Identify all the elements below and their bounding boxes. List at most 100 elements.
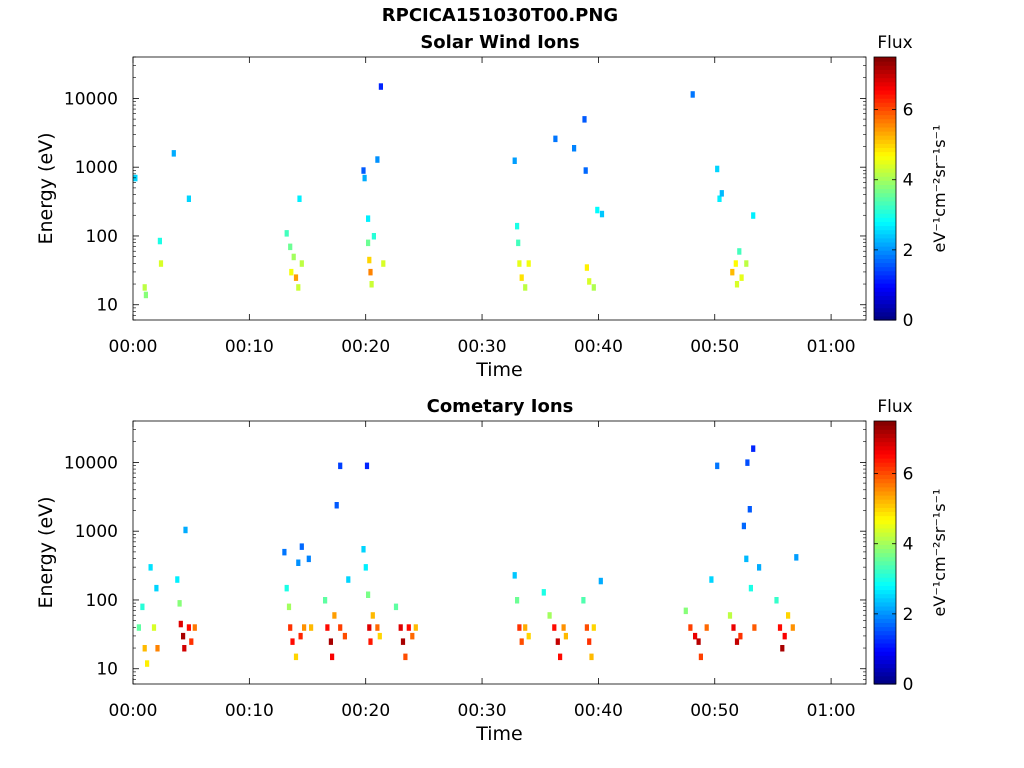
colorbar-segment <box>874 299 896 305</box>
heatmap-cell <box>142 284 147 291</box>
colorbar-segment <box>874 622 896 628</box>
heatmap-cell <box>364 462 370 470</box>
heatmap-cell <box>733 260 738 267</box>
colorbar-segment <box>874 552 896 558</box>
colorbar-segment <box>874 511 896 517</box>
heatmap-cell <box>192 624 197 631</box>
colorbar-segment <box>874 192 896 198</box>
heatmap-cell <box>555 638 560 645</box>
heatmap-cell <box>400 638 406 645</box>
colorbar-segment <box>874 250 896 255</box>
colorbar-segment <box>874 204 896 210</box>
heatmap-cell <box>738 632 743 640</box>
heatmap-cell <box>171 150 176 157</box>
x-tick-label: 01:00 <box>807 337 856 357</box>
colorbar-label: Flux <box>877 33 912 53</box>
heatmap-cell <box>406 624 411 631</box>
colorbar-segment <box>874 449 896 455</box>
colorbar <box>874 57 896 321</box>
colorbar-segment <box>874 163 896 169</box>
colorbar-segment <box>874 61 896 66</box>
colorbar-segment <box>874 295 896 301</box>
colorbar-segment <box>874 445 896 451</box>
colorbar-segment <box>874 679 896 685</box>
colorbar-segment <box>874 65 896 70</box>
colorbar-segment <box>874 110 896 116</box>
heatmap-cell <box>794 554 799 561</box>
heatmap-cell <box>403 653 408 661</box>
heatmap-cell <box>377 632 382 640</box>
y-tick-label: 10 <box>96 660 118 680</box>
heatmap-cell <box>553 135 558 143</box>
x-tick-label: 00:00 <box>109 337 158 357</box>
colorbar-segment <box>874 266 896 272</box>
x-tick-label: 00:20 <box>341 701 390 721</box>
heatmap-cell <box>155 645 160 652</box>
colorbar-tick-label: 0 <box>903 311 914 331</box>
heatmap-cell <box>361 167 366 174</box>
colorbar-segment <box>874 659 896 665</box>
heatmap-cell <box>288 624 293 631</box>
y-tick-label: 100 <box>86 591 118 611</box>
heatmap-cell <box>323 597 328 604</box>
heatmap-cell <box>526 260 531 267</box>
colorbar-segment <box>874 425 896 430</box>
colorbar-segment <box>874 172 896 177</box>
heatmap-cell <box>398 624 403 631</box>
heatmap-cell <box>747 506 752 513</box>
colorbar-tick-label: 0 <box>903 675 914 695</box>
colorbar-segment <box>874 614 896 619</box>
heatmap-cell <box>296 284 301 291</box>
heatmap-cell <box>182 645 187 652</box>
x-tick-label: 01:00 <box>807 701 856 721</box>
colorbar-segment <box>874 523 896 529</box>
heatmap-cell <box>719 190 724 197</box>
colorbar-segment <box>874 262 896 268</box>
colorbar-units: eV⁻¹cm⁻²sr⁻¹s⁻¹ <box>930 125 949 253</box>
colorbar-segment <box>874 519 896 525</box>
heatmap-cell <box>744 555 749 563</box>
colorbar-segment <box>874 307 896 313</box>
x-tick-label: 00:30 <box>458 337 507 357</box>
heatmap-cell <box>369 281 374 288</box>
heatmap-cell <box>581 597 586 604</box>
heatmap-cell <box>175 576 180 583</box>
heatmap-cell <box>366 239 371 247</box>
colorbar-segment <box>874 675 896 681</box>
heatmap-cell <box>306 555 311 563</box>
colorbar <box>874 421 896 685</box>
colorbar-segment <box>874 237 896 243</box>
plot-area <box>133 421 866 684</box>
heatmap-cell <box>526 632 531 640</box>
heatmap-cell <box>587 638 592 645</box>
colorbar-segment <box>874 437 896 443</box>
heatmap-cell <box>362 174 367 182</box>
colorbar-segment <box>874 494 896 500</box>
heatmap-cell <box>334 502 339 509</box>
colorbar-segment <box>874 560 896 566</box>
colorbar-segment <box>874 196 896 202</box>
colorbar-segment <box>874 180 896 185</box>
heatmap-cell <box>289 268 294 276</box>
colorbar-segment <box>874 246 896 251</box>
heatmap-cell <box>410 632 415 640</box>
heatmap-cell <box>189 638 194 645</box>
heatmap-cell <box>332 612 337 619</box>
heatmap-cell <box>299 543 304 550</box>
y-tick-label: 1000 <box>75 158 118 178</box>
x-tick-label: 00:40 <box>574 337 623 357</box>
colorbar-segment <box>874 155 896 161</box>
plot-frame <box>132 56 867 321</box>
heatmap-cell <box>291 253 296 261</box>
colorbar-segment <box>874 593 896 599</box>
colorbar-segment <box>874 647 896 652</box>
colorbar-frame <box>873 56 897 321</box>
colorbar-segment <box>874 421 896 426</box>
x-tick-label: 00:10 <box>225 701 274 721</box>
heatmap-cell <box>293 274 299 281</box>
colorbar-segment <box>874 291 896 296</box>
heatmap-cell <box>693 632 698 640</box>
colorbar-segment <box>874 433 896 439</box>
heatmap-cell <box>561 624 566 631</box>
heatmap-cell <box>393 603 399 611</box>
